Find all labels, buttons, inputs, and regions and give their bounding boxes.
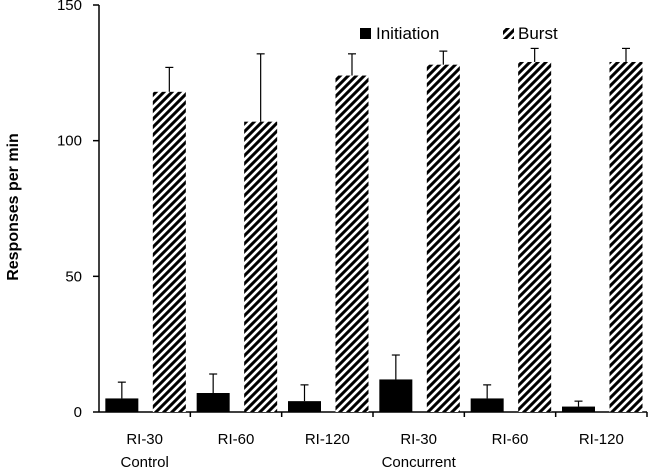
bar-initiation-1 — [105, 398, 139, 412]
bar-initiation-6 — [562, 406, 595, 412]
y-ticks: 0 50 100 150 — [57, 0, 99, 421]
legend-swatch-initiation — [360, 28, 371, 39]
y-tick-label: 150 — [57, 0, 82, 14]
group-label: Control — [120, 454, 168, 471]
bar-burst-4 — [426, 64, 460, 413]
group-label: Concurrent — [382, 454, 457, 471]
bar-burst-6 — [609, 61, 643, 412]
bar-burst-2 — [244, 121, 278, 412]
x-tick-labels: RI-30 RI-60 RI-120 RI-30 RI-60 RI-120 — [126, 412, 648, 448]
x-tick-label: RI-30 — [400, 431, 437, 448]
legend-label-initiation: Initiation — [376, 24, 439, 43]
bar-burst-5 — [518, 61, 552, 412]
bar-initiation-3 — [288, 401, 321, 412]
bar-initiation-2 — [196, 393, 230, 412]
x-tick-label: RI-60 — [218, 431, 255, 448]
y-axis: 0 50 100 150 — [57, 0, 100, 421]
error-bars — [117, 47, 630, 407]
x-tick-label: RI-120 — [579, 431, 624, 448]
y-tick-label: 100 — [57, 133, 82, 150]
bars — [105, 61, 643, 413]
x-tick-label: RI-120 — [305, 431, 350, 448]
legend-swatch-burst — [503, 28, 514, 39]
group-labels: Control Concurrent — [120, 454, 456, 471]
bar-initiation-5 — [470, 398, 504, 412]
bar-initiation-4 — [379, 379, 413, 412]
x-axis: RI-30 RI-60 RI-120 RI-30 RI-60 RI-120 Control… — [99, 411, 648, 471]
x-tick-label: RI-60 — [492, 431, 529, 448]
bar-burst-3 — [335, 75, 369, 413]
y-axis-label: Responses per min — [5, 133, 22, 281]
legend: Initiation Burst — [360, 24, 558, 43]
y-tick-label: 50 — [65, 268, 82, 285]
x-tick-label: RI-30 — [126, 431, 163, 448]
y-tick-label: 0 — [74, 404, 82, 421]
legend-label-burst: Burst — [518, 24, 558, 43]
bar-burst-1 — [152, 91, 186, 413]
